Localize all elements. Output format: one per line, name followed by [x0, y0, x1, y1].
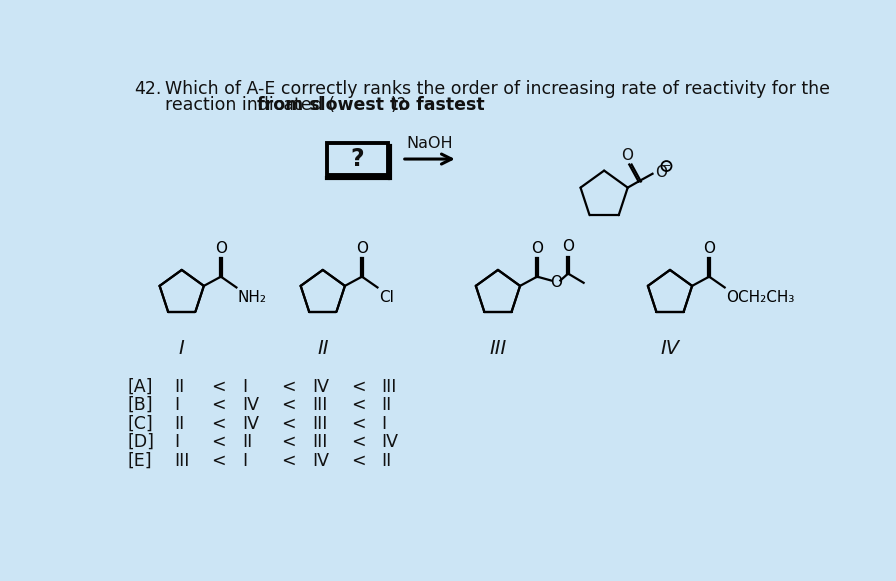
Text: O: O [656, 166, 668, 181]
Text: <: < [211, 396, 226, 414]
Text: )?: )? [391, 96, 407, 114]
Text: <: < [211, 415, 226, 433]
Text: IV: IV [382, 433, 399, 451]
Text: Cl: Cl [379, 290, 394, 304]
Text: <: < [350, 433, 366, 451]
Text: NaOH: NaOH [407, 137, 453, 151]
Text: I: I [242, 378, 247, 396]
Text: <: < [350, 396, 366, 414]
Text: <: < [281, 415, 296, 433]
Text: <: < [350, 415, 366, 433]
Text: O: O [356, 241, 368, 256]
Text: I: I [179, 339, 185, 358]
Text: I: I [174, 433, 179, 451]
Text: 42.: 42. [134, 81, 161, 99]
Text: I: I [242, 451, 247, 469]
Text: <: < [211, 451, 226, 469]
Text: reaction indicated (: reaction indicated ( [165, 96, 335, 114]
Text: I: I [382, 415, 387, 433]
Text: NH₂: NH₂ [238, 290, 267, 304]
Bar [327, 143, 388, 175]
Text: II: II [317, 339, 329, 358]
Text: IV: IV [312, 451, 329, 469]
Text: [D]: [D] [127, 433, 154, 451]
Text: III: III [174, 451, 189, 469]
Text: IV: IV [660, 339, 679, 358]
Text: from slowest to fastest: from slowest to fastest [257, 96, 485, 114]
Text: <: < [281, 396, 296, 414]
Text: IV: IV [242, 415, 259, 433]
Text: O: O [621, 148, 633, 163]
Text: <: < [350, 451, 366, 469]
Text: IV: IV [242, 396, 259, 414]
Text: II: II [242, 433, 253, 451]
Text: Which of A-E correctly ranks the order of increasing rate of reactivity for the: Which of A-E correctly ranks the order o… [165, 81, 830, 99]
Text: [E]: [E] [127, 451, 152, 469]
Text: III: III [312, 415, 327, 433]
Text: O: O [550, 275, 562, 289]
Text: II: II [174, 415, 185, 433]
Text: [B]: [B] [127, 396, 153, 414]
Text: I: I [174, 396, 179, 414]
Text: <: < [211, 378, 226, 396]
Text: O: O [215, 241, 227, 256]
Text: II: II [174, 378, 185, 396]
Text: O: O [703, 241, 715, 256]
Text: O: O [531, 241, 543, 256]
Text: ?: ? [351, 147, 365, 171]
Text: <: < [281, 378, 296, 396]
Text: <: < [350, 378, 366, 396]
Text: III: III [312, 433, 327, 451]
Text: II: II [382, 451, 392, 469]
Text: OCH₂CH₃: OCH₂CH₃ [727, 290, 795, 304]
Text: [C]: [C] [127, 415, 153, 433]
Text: −: − [662, 161, 671, 171]
Text: III: III [312, 396, 327, 414]
Text: II: II [382, 396, 392, 414]
Text: IV: IV [312, 378, 329, 396]
Text: <: < [281, 433, 296, 451]
Text: <: < [211, 433, 226, 451]
Text: [A]: [A] [127, 378, 153, 396]
Text: O: O [562, 239, 574, 254]
Text: III: III [382, 378, 397, 396]
Text: <: < [281, 451, 296, 469]
Text: III: III [489, 339, 506, 358]
